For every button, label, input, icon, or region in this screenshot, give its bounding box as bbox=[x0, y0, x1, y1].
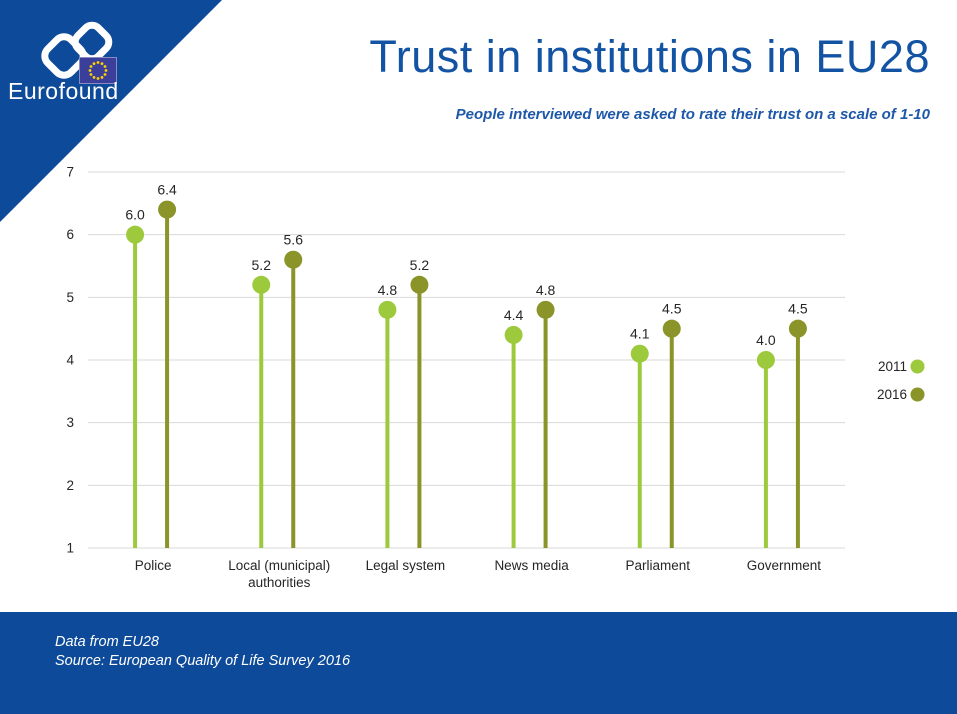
value-label-2011-1: 5.2 bbox=[252, 257, 272, 273]
value-label-2016-0: 6.4 bbox=[157, 182, 177, 198]
category-label-4: Parliament bbox=[625, 558, 690, 573]
y-tick-label-2: 2 bbox=[66, 478, 74, 493]
y-tick-label-1: 1 bbox=[66, 541, 74, 556]
legend-dot-2011 bbox=[910, 359, 925, 374]
lollipop-dot-2011-5 bbox=[756, 351, 775, 369]
lollipop-dot-2016-2 bbox=[410, 275, 429, 294]
value-label-2011-0: 6.0 bbox=[125, 207, 145, 223]
legend-dot-2016 bbox=[910, 387, 925, 402]
value-label-2011-3: 4.4 bbox=[504, 307, 524, 323]
footer-source-note: Source: European Quality of Life Survey … bbox=[55, 653, 351, 669]
lollipop-dot-2011-1 bbox=[252, 275, 271, 294]
footer-notes: Data from EU28 Source: European Quality … bbox=[55, 633, 350, 671]
lollipop-dot-2016-4 bbox=[662, 319, 681, 338]
eurofound-chain-icon bbox=[41, 21, 113, 79]
category-label-0: Police bbox=[135, 558, 172, 573]
lollipop-dot-2011-4 bbox=[630, 344, 649, 363]
lollipop-dot-2011-0 bbox=[126, 225, 145, 244]
y-tick-label-4: 4 bbox=[66, 353, 74, 368]
value-label-2016-4: 4.5 bbox=[662, 301, 682, 317]
category-label-3: News media bbox=[494, 558, 569, 573]
lollipop-dot-2011-2 bbox=[378, 300, 397, 319]
footer-data-note: Data from EU28 bbox=[55, 634, 159, 650]
category-label-2: Legal system bbox=[366, 558, 446, 573]
lollipop-dot-2016-5 bbox=[788, 319, 807, 338]
eu-flag-icon bbox=[79, 57, 117, 84]
eurofound-wordmark: Eurofound bbox=[8, 78, 119, 104]
value-label-2011-4: 4.1 bbox=[630, 326, 650, 342]
lollipop-dot-2016-1 bbox=[284, 250, 303, 269]
y-tick-label-6: 6 bbox=[66, 227, 74, 242]
y-tick-label-5: 5 bbox=[66, 290, 74, 305]
lollipop-dot-2016-0 bbox=[158, 200, 177, 219]
slide-title: Trust in institutions in EU28 bbox=[369, 31, 930, 82]
category-label-1: Local (municipal) authorities bbox=[228, 558, 330, 590]
value-label-2016-1: 5.6 bbox=[284, 232, 304, 248]
value-label-2016-3: 4.8 bbox=[536, 282, 556, 298]
value-label-2016-2: 5.2 bbox=[410, 257, 430, 273]
y-tick-label-3: 3 bbox=[66, 415, 74, 430]
category-label-5: Government bbox=[747, 558, 822, 573]
value-label-2011-2: 4.8 bbox=[378, 282, 398, 298]
y-tick-label-7: 7 bbox=[66, 165, 74, 180]
value-label-2011-5: 4.0 bbox=[756, 332, 776, 348]
lollipop-dot-2011-3 bbox=[504, 325, 523, 344]
slide-subtitle: People interviewed were asked to rate th… bbox=[455, 106, 930, 123]
footer-band: Data from EU28 Source: European Quality … bbox=[0, 612, 957, 714]
value-label-2016-5: 4.5 bbox=[788, 301, 808, 317]
lollipop-dot-2016-3 bbox=[536, 300, 555, 319]
legend-label-2016: 2016 bbox=[877, 387, 907, 402]
legend-label-2011: 2011 bbox=[878, 359, 907, 374]
